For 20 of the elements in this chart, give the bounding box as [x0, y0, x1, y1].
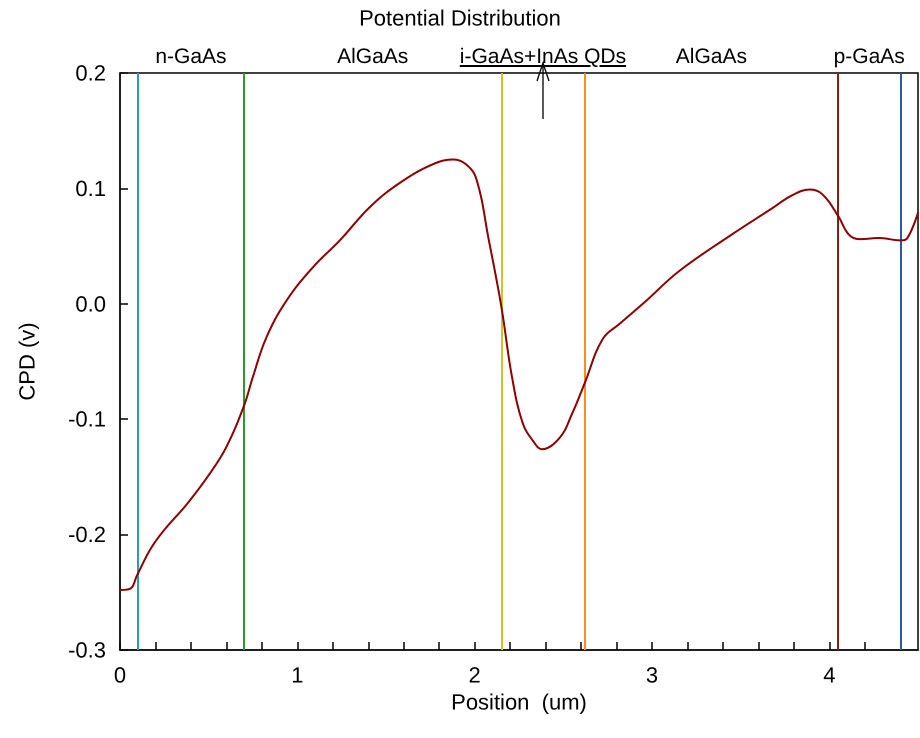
x-axis-title: Position (um): [451, 689, 587, 714]
y-tick-label: 0.0: [75, 291, 106, 316]
x-tick-label: 3: [646, 662, 658, 688]
text: p-GaAs: [834, 45, 905, 69]
y-tick-label: -0.2: [68, 522, 106, 548]
y-tick-label: -0.3: [68, 638, 106, 662]
x-tick-label: 1: [291, 662, 304, 688]
x-tick-label: 0: [114, 662, 126, 688]
chart-title: Potential Distribution: [359, 6, 561, 30]
y-tick-label: -0.1: [68, 406, 106, 432]
line-series: [119, 158, 919, 591]
text: n-GaAs: [155, 45, 227, 69]
x-tick-label: 2: [468, 662, 481, 688]
text: AlGaAs: [676, 45, 748, 69]
text: i-GaAs+InAs QDs: [460, 45, 626, 69]
y-tick-label: 0.1: [75, 176, 106, 201]
y-tick-label: 0.2: [75, 60, 106, 86]
text: AlGaAs: [337, 45, 408, 69]
x-tick-label: 4: [823, 662, 836, 688]
y-axis-title: CPD (v): [14, 322, 40, 401]
